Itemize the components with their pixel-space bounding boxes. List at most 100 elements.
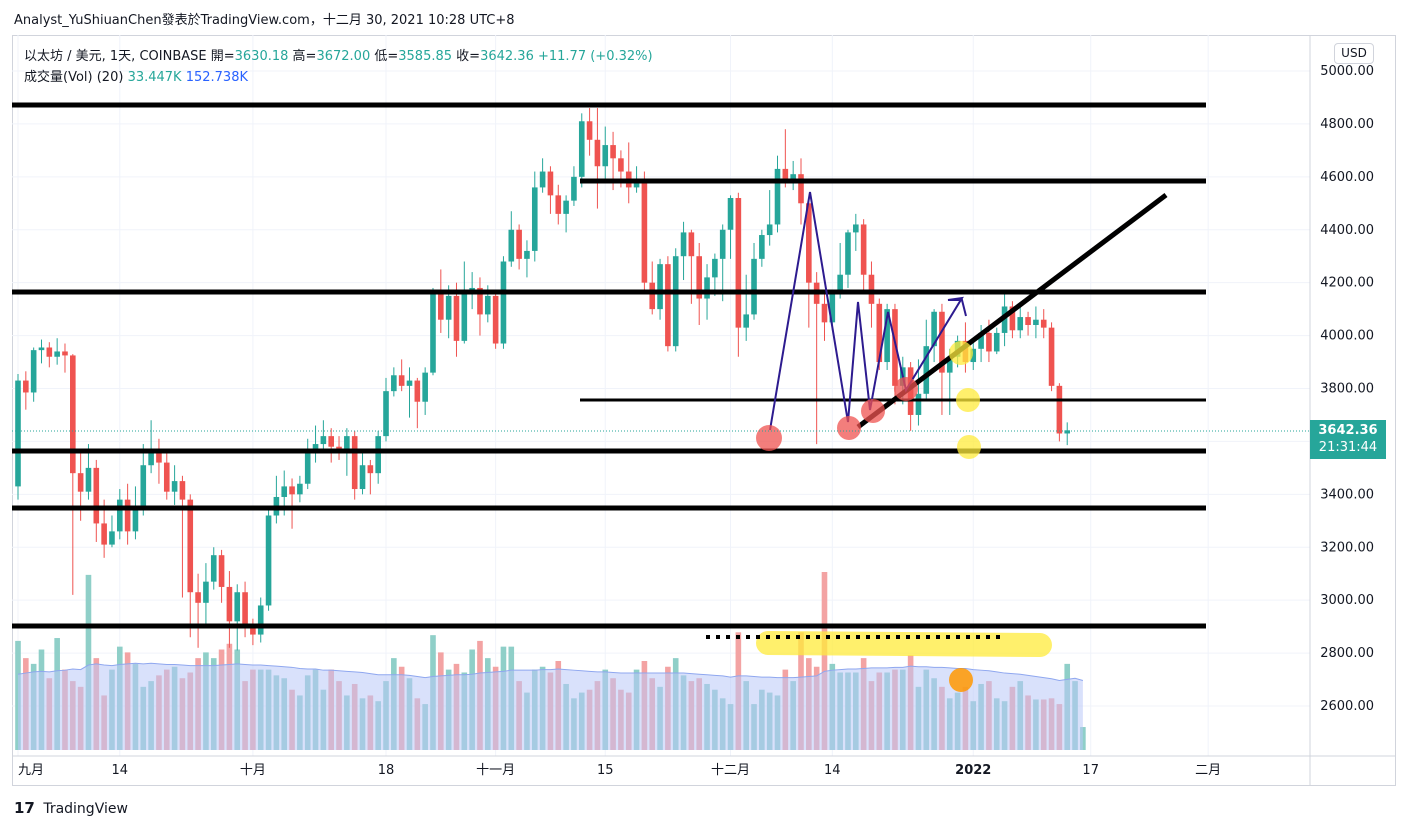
time-axis: 九月 14 十月 18 十一月 15 十二月 14 2022 17 二月 [18,763,1221,778]
candle [602,126,609,183]
price-tick-label: 4000.00 [1320,329,1374,344]
last-price-label: 3642.36 21:31:44 [1310,420,1386,459]
candle [806,198,812,328]
candle [672,248,679,352]
footer-brand[interactable]: 17 TradingView [14,799,128,817]
time-tick-label: 十二月 [711,763,750,778]
candle [539,158,546,193]
volume-bar [821,572,828,750]
bar-countdown: 21:31:44 [1318,440,1378,455]
time-tick-label: 18 [378,763,395,778]
volume-label[interactable]: 成交量(Vol) (20) [24,70,124,85]
candle [171,465,178,505]
candle [23,371,29,410]
time-tick-label: 15 [597,763,614,778]
candle [1033,306,1039,339]
candle [1064,422,1071,446]
candle [868,261,875,328]
candle [594,108,601,209]
candle [586,108,593,156]
volume-value: 33.447K [127,70,182,85]
candle [109,515,115,548]
candle [547,166,554,214]
candle [531,171,538,262]
candle [735,192,742,357]
candle [265,510,272,611]
volume-highlight-band [756,631,1052,657]
price-tick-label: 4200.00 [1320,276,1374,291]
volume-bar [85,574,92,750]
change-value: +11.77 (+0.32%) [537,49,653,64]
candle [250,618,256,646]
time-tick-label: 十月 [240,763,266,778]
close-value: 3642.36 [480,49,534,64]
candle [179,475,186,598]
price-tick-label: 4600.00 [1320,170,1374,185]
candle [148,420,154,474]
candle [289,478,295,529]
touch-marker [956,388,980,412]
time-tick-label: 2022 [955,763,991,778]
low-marker [894,377,918,401]
candle [1048,322,1055,392]
candle [759,229,765,267]
price-tick-label: 3200.00 [1320,540,1374,555]
candle [218,549,225,603]
candle [845,229,851,288]
candle [406,367,413,418]
candle [477,277,483,336]
candle [156,438,162,484]
candle [923,319,930,400]
touch-marker [957,435,981,459]
currency-button[interactable]: USD [1334,43,1374,64]
candle [304,438,311,490]
candle [821,293,828,341]
candle [398,359,405,392]
candle [54,338,60,365]
candle [187,494,194,638]
brand-name: TradingView [43,801,128,817]
low-marker [837,416,861,440]
candle [297,475,303,503]
candle [649,261,656,315]
price-axis: 5000.00 4800.00 4600.00 4400.00 4200.00 4000.… [1320,64,1374,714]
price-tick-label: 5000.00 [1320,64,1374,79]
candle [798,158,804,225]
candle [140,444,147,516]
high-value: 3672.00 [316,49,371,64]
candle [727,195,734,259]
header-title: Analyst_YuShiuanChen發表於TradingView.com，十… [14,13,515,28]
candle [1025,311,1031,336]
candle [719,224,726,302]
volume-ma-fill [18,663,1083,750]
candle [1040,309,1047,339]
candle [1009,301,1016,339]
volume-ma-value: 152.738K [185,70,249,85]
candle [163,452,170,500]
price-tick-label: 4400.00 [1320,223,1374,238]
time-tick-label: 14 [824,763,841,778]
price-tick-label: 4800.00 [1320,117,1374,132]
candle [422,367,428,415]
candle [93,459,100,542]
candle [359,452,366,495]
time-tick-label: 14 [112,763,129,778]
candle [665,256,671,352]
price-tick-label: 3800.00 [1320,382,1374,397]
candle [375,430,381,484]
low-label: 低= [374,49,399,64]
candle [328,428,334,463]
candle [15,373,21,500]
time-tick-label: 十一月 [476,763,515,778]
touch-marker [949,341,973,365]
candle [461,261,468,344]
candle [516,224,522,270]
close-label: 收= [456,49,481,64]
candle [210,547,217,590]
candle [351,430,358,500]
low-value: 3585.85 [398,49,453,64]
candle [46,342,53,368]
symbol-label[interactable]: 以太坊 / 美元, 1天, COINBASE [24,49,207,64]
candle [555,184,562,225]
